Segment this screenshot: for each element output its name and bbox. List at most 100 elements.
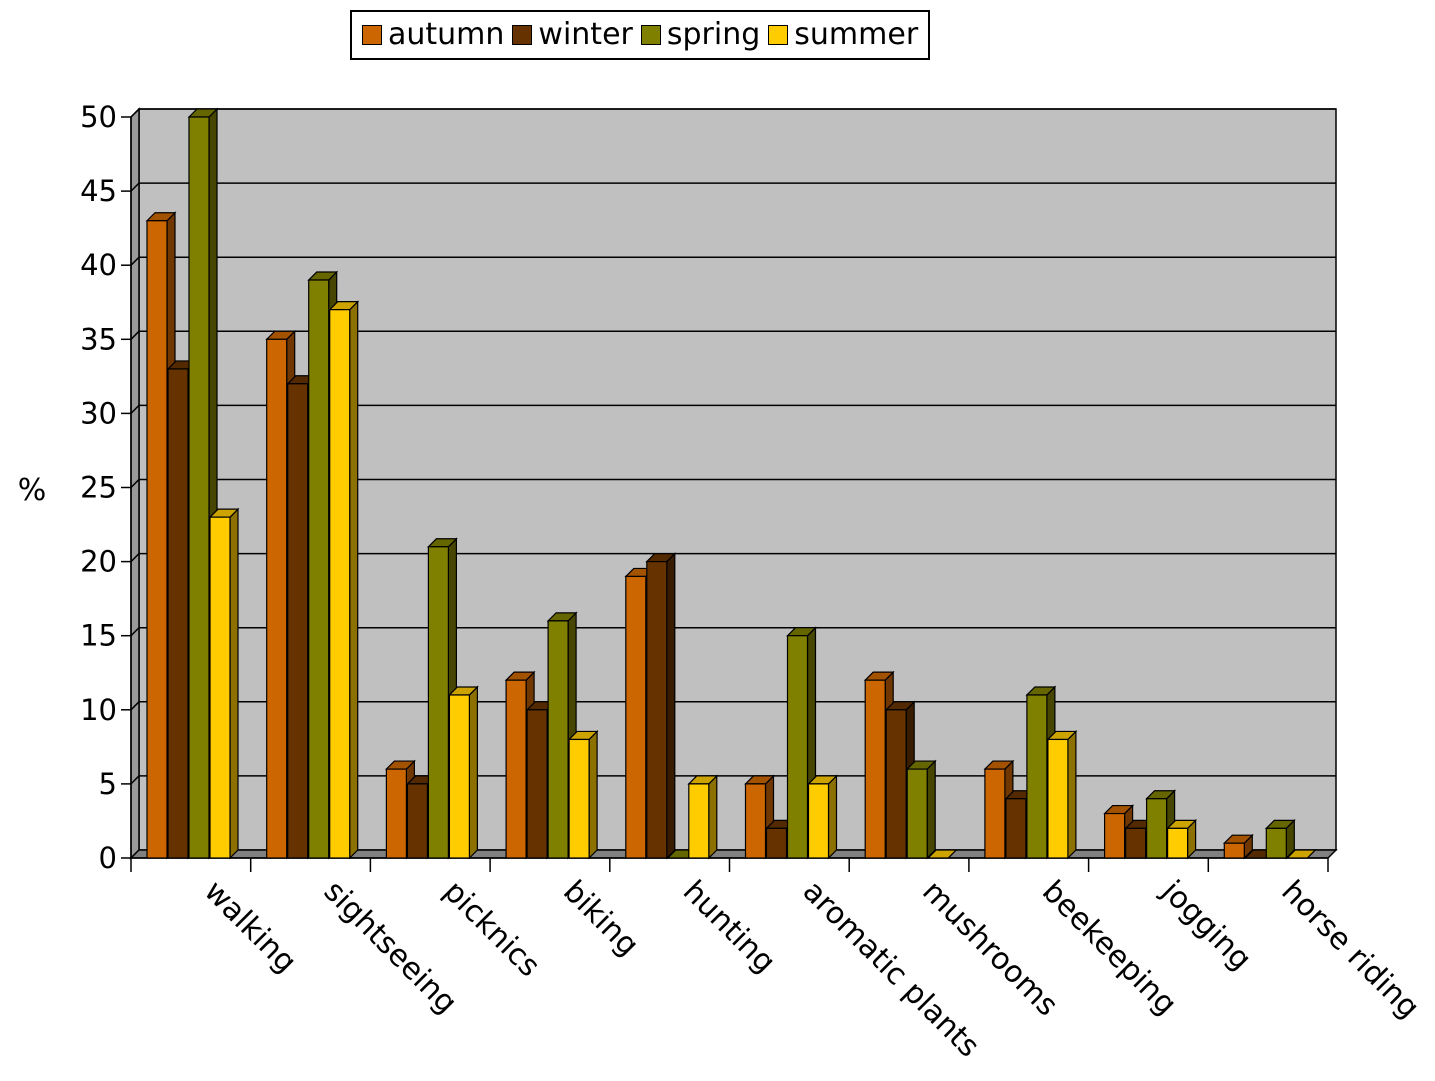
bar-front — [864, 679, 886, 859]
y-tick-label: 5 — [99, 767, 117, 801]
bar-summer-walking — [208, 507, 240, 860]
bar-top — [926, 849, 958, 859]
bar-front — [1145, 798, 1168, 859]
y-tick-label: 10 — [80, 693, 117, 727]
bar-summer-horse-riding — [1285, 849, 1317, 859]
legend-label: summer — [794, 17, 919, 52]
x-tick-label-picknics: picknics — [437, 874, 547, 984]
y-tick-label: 40 — [80, 248, 117, 282]
gridline — [130, 404, 1336, 414]
bar-front — [188, 116, 210, 859]
bar-front — [568, 738, 590, 859]
bar-summer-sightseeing — [328, 300, 360, 860]
bar-autumn-horse-riding — [1222, 833, 1254, 860]
x-tick-label-hunting: hunting — [676, 874, 782, 980]
bar-front — [385, 768, 407, 859]
bar-spring-jogging — [1145, 789, 1177, 860]
bar-side — [926, 759, 936, 860]
x-tick-label-biking: biking — [556, 874, 645, 963]
bar-front — [625, 575, 647, 859]
legend-swatch — [768, 25, 789, 45]
bar-spring-mushrooms — [905, 759, 937, 860]
bar-front — [646, 560, 668, 859]
legend-item-autumn: autumn — [362, 20, 504, 50]
bar-side — [666, 552, 676, 860]
bar-side — [588, 729, 598, 860]
bar-spring-horse-riding — [1264, 818, 1296, 860]
legend-item-winter: winter — [512, 17, 633, 52]
legend-swatch — [362, 25, 382, 45]
bar-front — [1005, 798, 1027, 859]
bar-top — [1285, 849, 1317, 859]
bar-summer-biking — [567, 729, 599, 860]
bar-side — [1067, 729, 1077, 860]
gridline — [130, 775, 1336, 785]
y-tick-label: 0 — [99, 841, 117, 875]
legend-item-summer: summer — [768, 20, 918, 50]
bar-side — [468, 685, 478, 860]
bar-front — [906, 768, 928, 859]
bar-front — [1026, 694, 1048, 859]
bar-front — [1103, 812, 1126, 859]
bar-front — [167, 368, 189, 859]
bar-summer-hunting — [687, 774, 719, 860]
bar-front — [427, 546, 449, 859]
bar-front — [329, 309, 351, 859]
bar-summer-aromatic-plants — [807, 774, 838, 860]
bar-front — [984, 768, 1006, 859]
bar-front — [505, 679, 527, 859]
bar-front — [448, 694, 470, 859]
gridline — [130, 552, 1336, 563]
bar-front — [1047, 738, 1069, 859]
y-tick-label: 20 — [80, 545, 117, 579]
gridline — [130, 108, 1336, 118]
legend-item-spring: spring — [640, 17, 761, 52]
bar-front — [688, 783, 710, 859]
gridline — [130, 256, 1336, 266]
bar-summer-picknics — [447, 685, 479, 860]
gridline — [130, 701, 1336, 711]
bar-front — [1124, 827, 1147, 859]
bars — [145, 107, 1317, 860]
bar-summer-beekeeping — [1046, 729, 1078, 860]
bar-front — [406, 783, 428, 859]
bar-front — [765, 827, 788, 859]
y-axis-label: % — [18, 473, 47, 508]
bar-side — [827, 774, 838, 860]
bar-front — [786, 635, 809, 859]
bar-front — [807, 783, 830, 859]
bar-side — [708, 774, 718, 860]
bar-front — [1223, 842, 1245, 859]
bar-winter-hunting — [645, 552, 677, 860]
bar-front — [308, 279, 330, 859]
y-tick-label: 30 — [80, 396, 117, 430]
legend-label: spring — [666, 17, 761, 52]
y-tick-label: 35 — [80, 322, 117, 356]
legend-swatch — [512, 25, 533, 45]
bar-front — [1166, 827, 1189, 859]
y-tick-label: 15 — [80, 619, 117, 653]
bar-side — [349, 300, 359, 860]
y-tick-label: 25 — [80, 471, 117, 505]
x-tick-label-horse-riding: horse riding — [1274, 874, 1426, 1026]
gridline — [130, 182, 1336, 192]
bar-front — [287, 383, 309, 859]
legend-swatch — [640, 25, 661, 45]
bar-summer-mushrooms — [926, 849, 958, 859]
bar-front — [266, 338, 288, 859]
bar-front — [526, 709, 548, 859]
y-tick-label: 50 — [80, 100, 117, 134]
legend-label: autumn — [388, 17, 505, 52]
y-tick-labels: 0 5 10 15 20 25 30 35 40 45 50 — [80, 100, 117, 875]
gridline — [130, 330, 1336, 340]
gridlines — [130, 108, 1336, 785]
bar-front — [1265, 827, 1287, 859]
bar-front — [209, 516, 231, 859]
bar-front — [547, 620, 569, 859]
bar-front — [744, 783, 767, 859]
bar-summer-jogging — [1166, 818, 1198, 860]
bar-side — [229, 507, 239, 860]
legend-label: winter — [538, 17, 633, 52]
